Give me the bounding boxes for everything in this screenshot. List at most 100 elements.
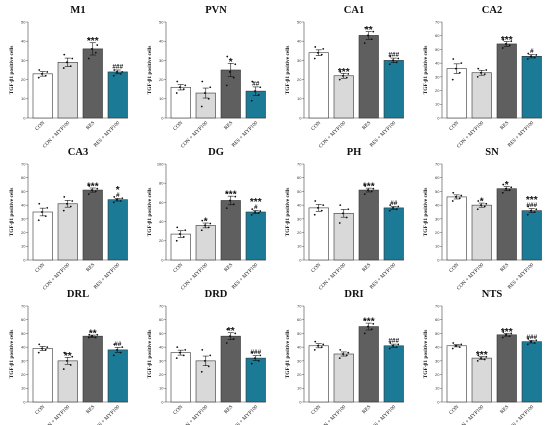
y-tick-label: 0 <box>161 257 164 262</box>
data-point <box>504 187 507 190</box>
y-tick-label: 30 <box>21 358 26 363</box>
y-tick-label: 40 <box>435 61 440 66</box>
category-label: RES + MYP100 <box>93 120 122 149</box>
panel-title: DRL <box>67 289 89 300</box>
significance-hash: ## <box>390 200 398 207</box>
data-point <box>510 186 513 189</box>
y-tick-label: 40 <box>435 203 440 208</box>
data-point <box>94 190 97 193</box>
data-point <box>366 325 369 328</box>
data-point <box>88 185 91 187</box>
significance-star: *** <box>526 195 538 206</box>
data-point <box>44 348 47 351</box>
data-point <box>363 193 366 196</box>
y-tick-label: 40 <box>159 345 164 350</box>
data-point <box>372 187 375 190</box>
data-point <box>391 206 394 209</box>
significance-star: * <box>480 197 484 208</box>
data-point <box>341 74 344 77</box>
data-point <box>389 342 392 344</box>
y-tick-label: 20 <box>159 372 164 377</box>
data-point <box>366 34 369 37</box>
data-point <box>322 343 325 346</box>
y-axis-label: TGF-β1 positive cells <box>147 188 153 237</box>
y-tick-label: 70 <box>21 303 26 308</box>
bar-1 <box>32 211 53 261</box>
bar-4 <box>383 345 404 403</box>
data-point <box>176 80 179 83</box>
data-point <box>65 202 68 205</box>
data-point <box>388 63 391 66</box>
y-tick-label: 50 <box>297 331 302 336</box>
y-axis-label: TGF-β1 positive cells <box>285 330 291 379</box>
data-point <box>40 347 43 350</box>
y-tick-label: 40 <box>159 39 164 44</box>
category-label: CON <box>172 262 184 274</box>
data-point <box>225 207 228 210</box>
data-point <box>363 332 366 335</box>
data-point <box>388 347 391 350</box>
data-point <box>200 370 203 373</box>
data-point <box>347 72 350 75</box>
y-axis-label: TGF-β1 positive cells <box>423 330 429 379</box>
data-point <box>251 208 254 211</box>
y-tick-label: 50 <box>297 189 302 194</box>
data-point <box>38 69 41 71</box>
y-tick-label: 60 <box>159 200 164 205</box>
data-point <box>501 47 504 49</box>
data-point <box>535 339 538 342</box>
significance-hash: ## <box>114 341 122 348</box>
data-point <box>119 72 122 75</box>
y-tick-label: 60 <box>435 317 440 322</box>
bar-4 <box>521 55 542 119</box>
panel-title: CA3 <box>68 147 88 158</box>
data-point <box>391 59 394 62</box>
bar-1 <box>170 233 191 261</box>
panel-title: PH <box>347 147 362 158</box>
data-point <box>87 336 90 339</box>
data-point <box>454 344 457 347</box>
data-point <box>451 347 454 350</box>
data-point <box>201 219 204 222</box>
data-point <box>253 90 256 93</box>
y-tick-label: 0 <box>161 115 164 120</box>
data-point <box>232 338 235 340</box>
data-point <box>339 71 342 73</box>
y-axis-label: TGF-β1 positive cells <box>9 46 15 95</box>
data-point <box>259 354 262 357</box>
category-label: RES <box>223 262 234 273</box>
significance-hash: ### <box>388 52 399 59</box>
significance-hash: # <box>116 192 120 199</box>
y-tick-label: 0 <box>161 399 164 404</box>
data-point <box>508 335 511 338</box>
category-label: RES + MYP100 <box>231 262 260 291</box>
data-point <box>63 196 66 198</box>
significance-star: ** <box>227 326 235 337</box>
category-label: CON <box>448 262 460 274</box>
category-label: RES + MYP100 <box>369 262 398 291</box>
data-point <box>225 342 228 344</box>
chart-panel-ph: PH TGF-β1 positive cells 0 10 20 30 40 50 60 70 CO… <box>285 147 404 292</box>
y-tick-label: 80 <box>159 181 164 186</box>
data-point <box>63 53 66 56</box>
data-point <box>71 200 74 202</box>
category-label: RES + MYP100 <box>93 262 122 291</box>
y-tick-label: 10 <box>297 386 302 391</box>
data-point <box>88 333 91 336</box>
data-point <box>182 236 185 238</box>
data-point <box>69 205 72 208</box>
bar-2 <box>471 357 492 403</box>
y-tick-label: 70 <box>159 303 164 308</box>
data-point <box>250 213 253 216</box>
data-point <box>397 343 400 346</box>
bar-2 <box>195 225 216 261</box>
data-point <box>395 208 398 211</box>
y-tick-label: 50 <box>21 331 26 336</box>
y-tick-label: 40 <box>21 203 26 208</box>
category-label: CON <box>448 404 460 416</box>
significance-hash: ### <box>388 338 399 345</box>
data-point <box>485 69 488 71</box>
bar-1 <box>308 345 329 403</box>
y-tick-label: 50 <box>21 189 26 194</box>
y-tick-label: 0 <box>23 257 26 262</box>
